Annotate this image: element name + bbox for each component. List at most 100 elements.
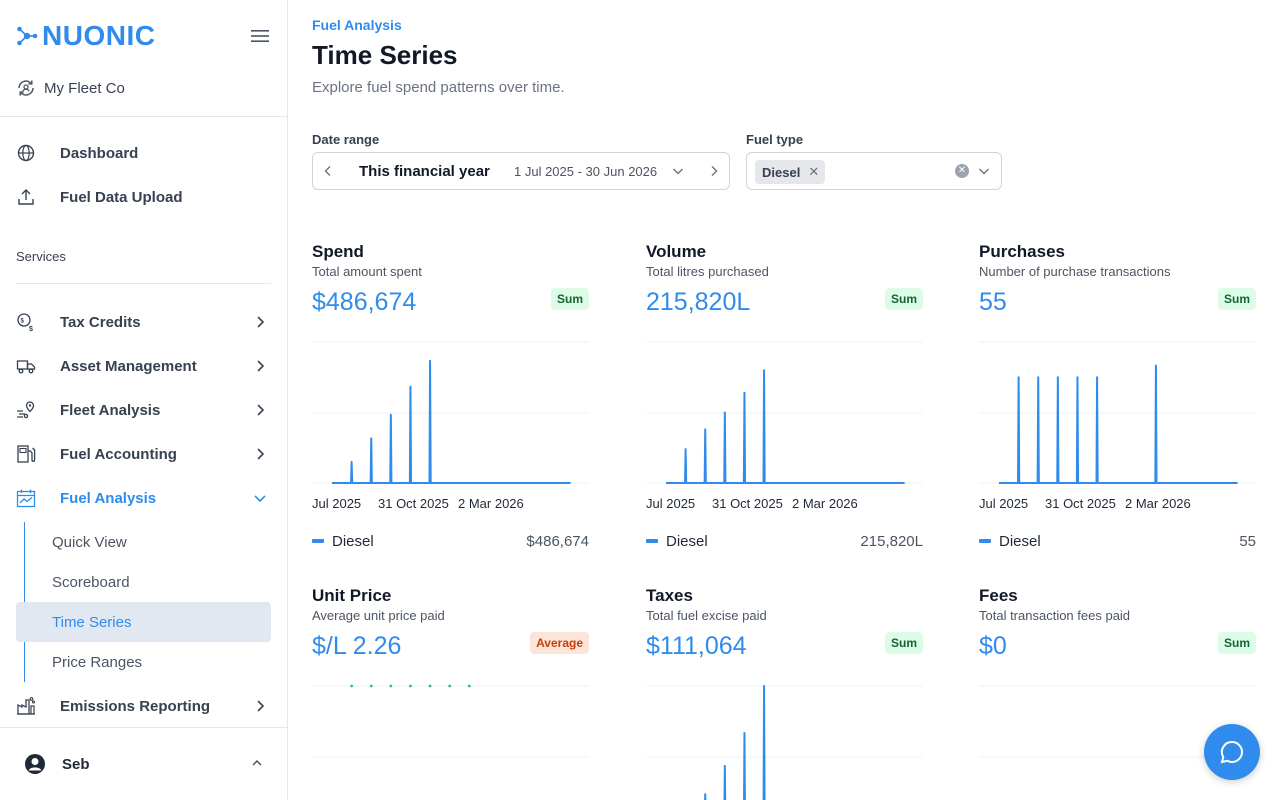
nav-item-fuel-analysis[interactable]: Fuel Analysis <box>16 478 272 518</box>
org-switcher[interactable]: My Fleet Co <box>16 76 125 100</box>
nuonic-logo[interactable]: NUONIC <box>16 20 155 52</box>
date-range-value[interactable]: 1 Jul 2025 - 30 Jun 2026 <box>514 163 658 179</box>
nav-item-dashboard[interactable]: Dashboard <box>16 133 272 173</box>
data-point[interactable] <box>389 684 393 688</box>
x-tick-label: 31 Oct 2025 <box>712 496 783 511</box>
metric-card-spend: Spend Total amount spent $486,674 Sum Jul 20… <box>312 242 589 552</box>
chip-label: Diesel <box>762 164 801 180</box>
card-value: $111,064 <box>646 632 747 660</box>
legend-row[interactable]: Diesel 215,820L <box>646 531 923 551</box>
card-title: Taxes <box>646 586 693 605</box>
aggregation-badge[interactable]: Sum <box>884 632 923 654</box>
card-title: Fees <box>979 586 1018 605</box>
truck-icon <box>16 356 36 376</box>
factory-icon <box>16 696 36 716</box>
logo-text: NUONIC <box>42 20 156 51</box>
fuel-pump-icon <box>16 444 36 464</box>
chart-volume[interactable]: Jul 2025 31 Oct 2025 2 Mar 2026 <box>646 324 923 511</box>
chevron-down-icon[interactable] <box>977 164 991 178</box>
nav-item-fuel-accounting[interactable]: Fuel Accounting <box>16 434 272 474</box>
chevron-up-icon <box>252 759 262 766</box>
card-subtitle: Total fuel excise paid <box>646 608 767 623</box>
svg-text:$: $ <box>21 319 25 325</box>
chevron-down-icon <box>254 495 266 503</box>
series-line-diesel[interactable] <box>332 359 571 484</box>
main-content: Fuel Analysis Time Series Explore fuel s… <box>288 0 1280 800</box>
chart-taxes[interactable] <box>646 668 923 800</box>
chevron-right-icon <box>257 316 265 328</box>
calendar-chart-icon <box>16 488 36 508</box>
hamburger-menu-button[interactable] <box>248 24 272 48</box>
user-menu[interactable]: Seb <box>24 752 264 776</box>
org-switch-icon <box>18 80 34 96</box>
nav-item-fuel-data-upload[interactable]: Fuel Data Upload <box>16 177 272 217</box>
data-point[interactable] <box>428 684 432 688</box>
nav-label: Fleet Analysis <box>60 401 161 419</box>
card-value: 55 <box>979 288 1007 316</box>
aggregation-badge[interactable]: Sum <box>550 288 589 310</box>
fuel-type-label: Fuel type <box>746 132 804 147</box>
date-preset-select[interactable]: This financial year <box>359 162 490 180</box>
series-line-diesel[interactable] <box>666 369 905 484</box>
chevron-down-icon[interactable] <box>671 164 685 178</box>
sub-item-price-ranges[interactable]: Price Ranges <box>52 653 143 671</box>
chart-spend[interactable]: Jul 2025 31 Oct 2025 2 Mar 2026 <box>312 324 589 511</box>
sub-item-quick-view[interactable]: Quick View <box>52 533 127 551</box>
card-value: $/L 2.26 <box>312 632 402 660</box>
legend-swatch <box>646 539 658 543</box>
chart-unit-price[interactable] <box>312 668 589 800</box>
chart-purchases[interactable]: Jul 2025 31 Oct 2025 2 Mar 2026 <box>979 324 1256 511</box>
next-period-button[interactable] <box>699 153 729 189</box>
legend-row[interactable]: Diesel 55 <box>979 531 1256 551</box>
aggregation-badge[interactable]: Sum <box>884 288 923 310</box>
previous-period-button[interactable] <box>313 153 343 189</box>
nav-label: Tax Credits <box>60 313 141 331</box>
date-range-picker: This financial year 1 Jul 2025 - 30 Jun … <box>312 152 730 190</box>
card-title: Spend <box>312 242 364 261</box>
hamburger-icon <box>251 30 269 42</box>
data-point[interactable] <box>409 684 412 688</box>
sub-item-time-series[interactable]: Time Series <box>16 602 271 642</box>
nav-item-fleet-analysis[interactable]: Fleet Analysis <box>16 390 272 430</box>
data-point[interactable] <box>448 684 452 688</box>
x-tick-label: 2 Mar 2026 <box>1125 496 1191 511</box>
nav-label: Dashboard <box>60 144 139 162</box>
aggregation-badge[interactable]: Sum <box>1217 288 1256 310</box>
nav-item-emissions-reporting[interactable]: Emissions Reporting <box>16 686 272 726</box>
legend-row[interactable]: Diesel $486,674 <box>312 531 589 551</box>
org-name: My Fleet Co <box>44 79 125 97</box>
card-title: Purchases <box>979 242 1065 261</box>
sidebar: NUONIC My Fleet Co <box>0 0 288 800</box>
divider <box>16 283 271 284</box>
chat-support-button[interactable] <box>1204 724 1260 780</box>
data-point[interactable] <box>467 684 471 688</box>
clear-selection-icon[interactable]: ✕ <box>955 164 969 178</box>
card-value: $0 <box>979 632 1007 660</box>
breadcrumb[interactable]: Fuel Analysis <box>312 17 402 33</box>
page-title: Time Series <box>312 40 458 70</box>
fuel-type-chip: Diesel ✕ <box>755 160 826 184</box>
nav-label: Asset Management <box>60 357 197 375</box>
data-point[interactable] <box>350 684 354 688</box>
globe-icon <box>16 143 36 163</box>
chip-remove-icon[interactable]: ✕ <box>808 164 820 179</box>
nav-item-asset-management[interactable]: Asset Management <box>16 346 272 386</box>
card-subtitle: Average unit price paid <box>312 608 445 623</box>
aggregation-badge[interactable]: Sum <box>1217 632 1256 654</box>
fuel-type-multiselect[interactable]: Diesel ✕ ✕ <box>746 152 1002 190</box>
legend-series-name: Diesel <box>666 532 708 550</box>
nav-item-tax-credits[interactable]: $ $ Tax Credits <box>16 302 272 342</box>
chevron-right-icon <box>257 404 265 416</box>
x-tick-label: 31 Oct 2025 <box>1045 496 1116 511</box>
data-point[interactable] <box>369 684 373 688</box>
aggregation-badge[interactable]: Average <box>530 632 589 654</box>
x-tick-label: 2 Mar 2026 <box>458 496 524 511</box>
date-range-label: Date range <box>312 132 380 147</box>
series-line-diesel[interactable] <box>666 685 905 800</box>
card-value: 215,820L <box>646 288 751 316</box>
card-subtitle: Total amount spent <box>312 264 422 279</box>
nav-label: Fuel Accounting <box>60 445 177 463</box>
chevron-left-icon <box>324 166 331 176</box>
sub-item-scoreboard[interactable]: Scoreboard <box>52 573 130 591</box>
series-line-diesel[interactable] <box>999 364 1238 484</box>
